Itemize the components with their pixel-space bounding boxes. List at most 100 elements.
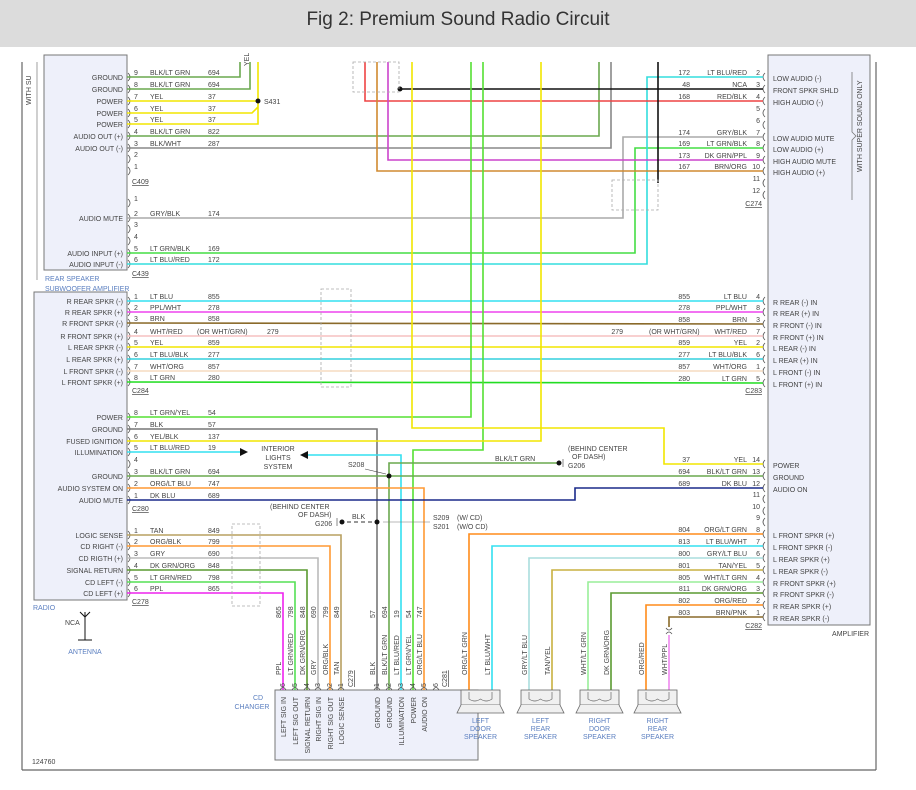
wire-805 bbox=[587, 581, 763, 690]
pin-number: 14 bbox=[752, 457, 760, 464]
cd-changer-name-1: CD bbox=[253, 695, 263, 702]
pin-function-label: POWER bbox=[411, 697, 418, 723]
pin-function-label: SIGNAL RETURN bbox=[305, 697, 312, 754]
circuit-number: 855 bbox=[678, 294, 690, 301]
wire-color-label: BLK/LT GRN bbox=[150, 129, 190, 136]
circuit-number: 858 bbox=[208, 316, 220, 323]
wire-802 bbox=[645, 604, 763, 690]
pin-function-label: L REAR SPKR (+) bbox=[66, 357, 123, 364]
wire-color-label: BLK/LT GRN bbox=[150, 469, 190, 476]
wire-color-label: LT GRN/RED bbox=[288, 633, 295, 675]
pin-number: 11 bbox=[753, 176, 760, 183]
speaker-name: LEFT bbox=[532, 718, 550, 725]
wire-color-label: YEL bbox=[150, 106, 163, 113]
pin-terminal-icon bbox=[762, 354, 766, 364]
circuit-number: 279 bbox=[267, 329, 279, 336]
wire-color-label: BRN/PNK bbox=[716, 610, 747, 617]
speaker-name: RIGHT bbox=[647, 718, 670, 725]
speaker-coil-icon bbox=[587, 692, 612, 702]
wire-color-label: YEL/BLK bbox=[150, 434, 179, 441]
wire-color-label: LT BLU/BLK bbox=[150, 352, 189, 359]
pin-function-label: AUDIO MUTE bbox=[79, 216, 123, 223]
interior-lights-label: INTERIOR bbox=[261, 446, 294, 453]
connector-id: C279 bbox=[348, 670, 355, 687]
wire-color-label: GRY/LT BLU bbox=[707, 551, 747, 558]
pin-function-label: RIGHT SIG OUT bbox=[328, 696, 335, 749]
wire-color-label: BRN bbox=[150, 316, 165, 323]
pin-number: 4 bbox=[756, 575, 760, 582]
pin-function-label: LOGIC SENSE bbox=[76, 533, 124, 540]
pin-number: 4 bbox=[134, 234, 138, 241]
figure-id: 124760 bbox=[32, 759, 55, 766]
circuit-number: 278 bbox=[678, 305, 690, 312]
pin-function-label: LOGIC SENSE bbox=[339, 697, 346, 745]
pin-number: 2 bbox=[756, 70, 760, 77]
circuit-number: 173 bbox=[678, 153, 690, 160]
circuit-number: 800 bbox=[678, 551, 690, 558]
splice-label: S431 bbox=[264, 99, 280, 106]
speaker-wire-color: WHT/PPL bbox=[662, 644, 669, 675]
pin-terminal-icon bbox=[762, 506, 766, 516]
circuit-number: 279 bbox=[611, 329, 623, 336]
circuit-number: 859 bbox=[678, 340, 690, 347]
pin-number: 8 bbox=[756, 141, 760, 148]
circuit-number: 811 bbox=[679, 586, 690, 593]
cd-changer-box bbox=[274, 689, 479, 761]
wire-287 bbox=[127, 62, 612, 149]
amplifier-name: AMPLIFIER bbox=[832, 631, 869, 638]
circuit-number: 137 bbox=[208, 434, 220, 441]
pin-terminal-icon bbox=[291, 687, 299, 691]
ground-location: OF DASH) bbox=[572, 454, 605, 461]
pin-number: 1 bbox=[338, 683, 345, 687]
pin-terminal-icon bbox=[762, 155, 766, 165]
wire-color-label: ORG/LT BLU bbox=[417, 634, 424, 675]
pin-number: 12 bbox=[752, 481, 760, 488]
pin-function-label: AUDIO OUT (+) bbox=[74, 134, 123, 141]
splice-s208 bbox=[386, 473, 392, 479]
circuit-number: 694 bbox=[208, 82, 220, 89]
pin-number: 3 bbox=[134, 469, 138, 476]
wire-858 bbox=[126, 322, 764, 325]
wire-color-label: GRY/BLK bbox=[717, 130, 748, 137]
wire-color-label: DK GRN/ORG bbox=[300, 630, 307, 675]
splice-s209 bbox=[374, 519, 380, 525]
pin-function-label: L REAR SPKR (+) bbox=[773, 557, 830, 564]
pin-terminal-icon bbox=[762, 96, 766, 106]
pin-number: 13 bbox=[752, 469, 760, 476]
pin-number: 5 bbox=[134, 340, 138, 347]
leader-line bbox=[364, 468, 387, 475]
wire-alt-note: (OR WHT/GRN) bbox=[649, 329, 700, 336]
pin-number: 8 bbox=[756, 527, 760, 534]
circuit-number: 802 bbox=[678, 598, 690, 605]
circuit-number: 37 bbox=[208, 117, 216, 124]
circuit-number: 859 bbox=[208, 340, 220, 347]
circuit-number: 54 bbox=[208, 410, 216, 417]
circuit-number: 813 bbox=[678, 539, 690, 546]
circuit-number: 857 bbox=[678, 364, 690, 371]
pin-number: 5 bbox=[134, 117, 138, 124]
wire-813 bbox=[491, 545, 763, 690]
pin-terminal-icon bbox=[762, 553, 766, 563]
wire-color-label: LT BLU bbox=[724, 294, 747, 301]
wire-color-label: LT BLU/WHT bbox=[706, 539, 748, 546]
circuit-number: 689 bbox=[208, 493, 220, 500]
circuit-number: 37 bbox=[682, 457, 690, 464]
pin-terminal-icon bbox=[127, 224, 131, 234]
wire-694 bbox=[127, 62, 241, 78]
circuit-number: 280 bbox=[208, 375, 220, 382]
circuit-number: 801 bbox=[678, 563, 690, 570]
wire-19-cd bbox=[308, 454, 402, 690]
pin-function-label: R REAR SPKR (-) bbox=[67, 299, 123, 306]
pin-terminal-icon bbox=[762, 565, 766, 575]
radio-box bbox=[33, 291, 128, 601]
wire-color-label: BRN/ORG bbox=[714, 164, 747, 171]
wire-color-label: GRY bbox=[311, 660, 318, 675]
wire-803 bbox=[668, 616, 763, 627]
pin-terminal-icon bbox=[762, 494, 766, 504]
circuit-number: 865 bbox=[276, 606, 283, 618]
ground-location: (BEHIND CENTER bbox=[270, 504, 330, 511]
circuit-number: 858 bbox=[678, 317, 690, 324]
wire-280 bbox=[126, 381, 764, 384]
pin-number: 4 bbox=[756, 94, 760, 101]
pin-number: 1 bbox=[134, 196, 138, 203]
